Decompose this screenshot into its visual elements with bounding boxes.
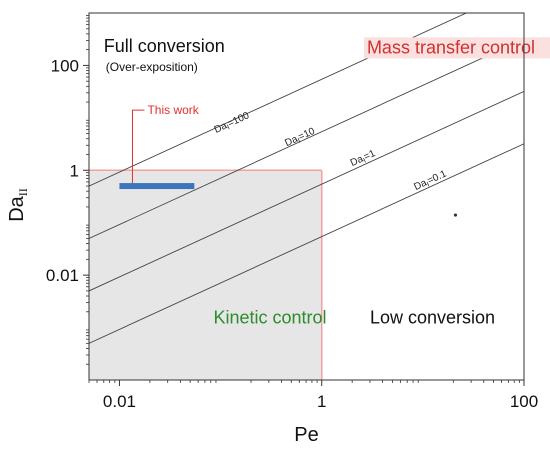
- da-line-1: [89, 38, 524, 239]
- plot-frame: [88, 12, 525, 381]
- y-tick-label-2: 100: [51, 56, 79, 75]
- region-label-3: Low conversion: [370, 307, 495, 327]
- x-tick-label-1: 1: [317, 392, 326, 411]
- region-label-0: Full conversion: [104, 36, 225, 56]
- kinetic-region: [89, 170, 322, 380]
- y-axis-title: DaII: [6, 188, 30, 222]
- da-line-2: [89, 90, 524, 292]
- da-line-0: [89, 13, 468, 187]
- region-label-bg-1: [363, 37, 550, 59]
- da-line-3: [89, 143, 524, 344]
- x-tick-label-0: 0.01: [103, 392, 136, 411]
- this-work-label: This work: [147, 103, 199, 117]
- da-line-label-2: DaI=1: [349, 148, 378, 170]
- region-label-2: Kinetic control: [213, 307, 326, 327]
- this-work-callout: [131, 109, 145, 184]
- region-label-1: Mass transfer control: [367, 37, 535, 57]
- da-line-label-1: DaI=10: [283, 126, 317, 150]
- data-dot: [453, 213, 458, 217]
- da-line-label-0: DaI=100: [213, 110, 252, 137]
- y-tick-label-1: 1: [70, 161, 79, 180]
- region-sublabel-0: (Over-exposition): [106, 60, 198, 74]
- this-work-bar: [119, 183, 195, 190]
- x-tick-label-2: 100: [510, 392, 538, 411]
- x-axis-title: Pe: [294, 424, 318, 446]
- y-tick-label-0: 0.01: [46, 266, 79, 285]
